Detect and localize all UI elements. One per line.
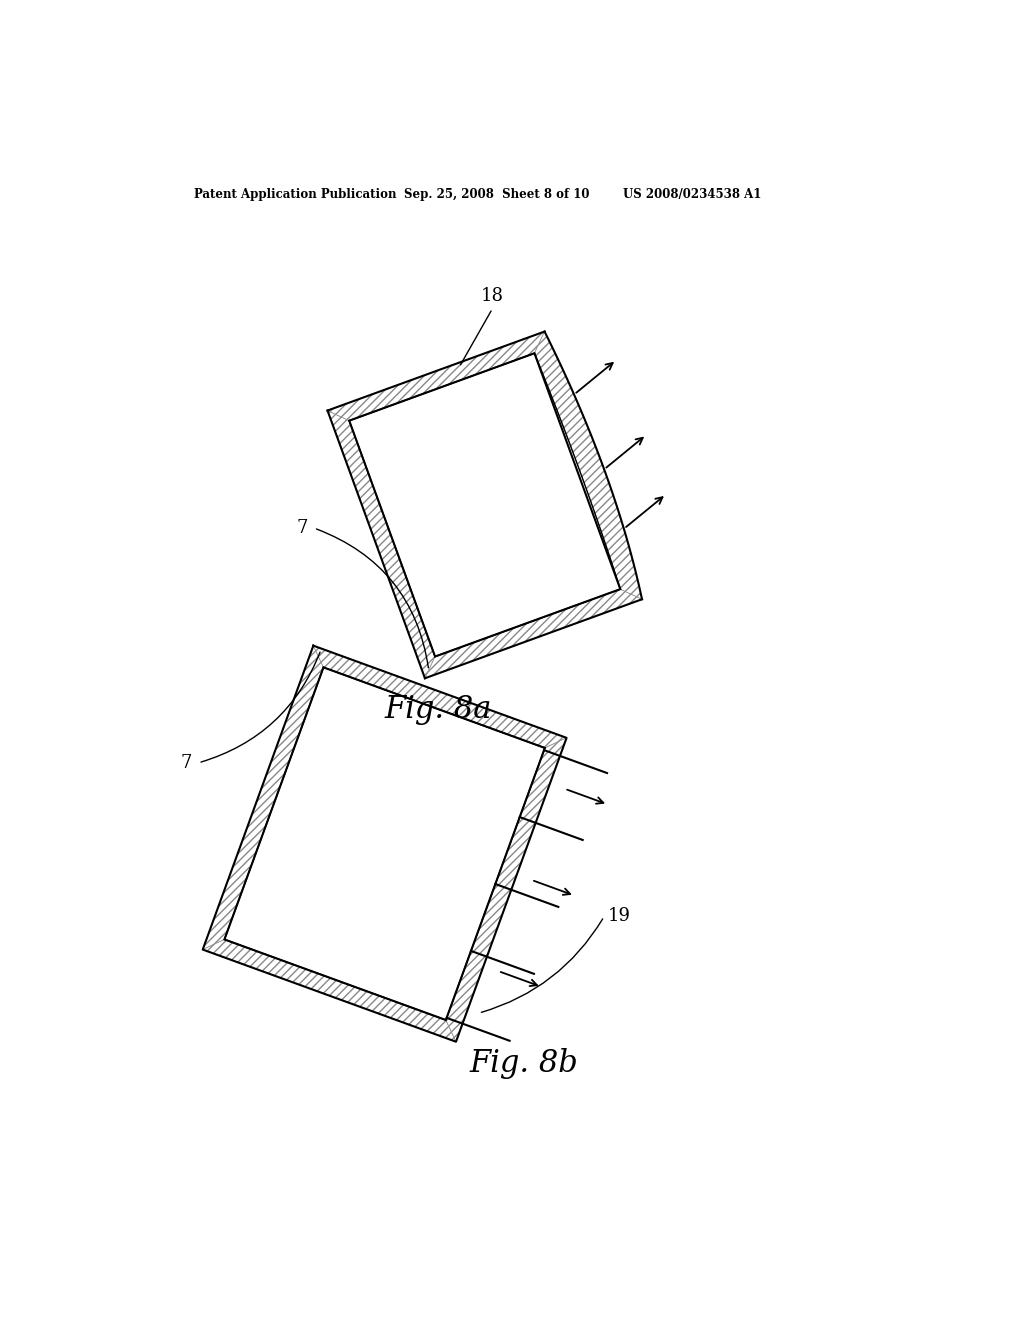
Polygon shape	[445, 738, 566, 1041]
Polygon shape	[535, 331, 642, 599]
Polygon shape	[349, 354, 621, 656]
Polygon shape	[203, 940, 456, 1041]
Text: 7: 7	[296, 519, 307, 537]
Polygon shape	[313, 645, 566, 748]
Polygon shape	[203, 645, 324, 949]
Text: Fig. 8b: Fig. 8b	[469, 1048, 579, 1078]
Text: Sep. 25, 2008  Sheet 8 of 10: Sep. 25, 2008 Sheet 8 of 10	[403, 187, 590, 201]
Polygon shape	[328, 411, 435, 678]
Text: US 2008/0234538 A1: US 2008/0234538 A1	[624, 187, 762, 201]
Text: Patent Application Publication: Patent Application Publication	[194, 187, 396, 201]
Polygon shape	[425, 589, 642, 678]
Text: 18: 18	[481, 286, 504, 305]
Text: Fig. 8a: Fig. 8a	[385, 693, 493, 725]
Text: 19: 19	[608, 907, 631, 925]
Polygon shape	[328, 331, 545, 421]
Text: 7: 7	[181, 754, 193, 772]
Polygon shape	[224, 668, 545, 1020]
